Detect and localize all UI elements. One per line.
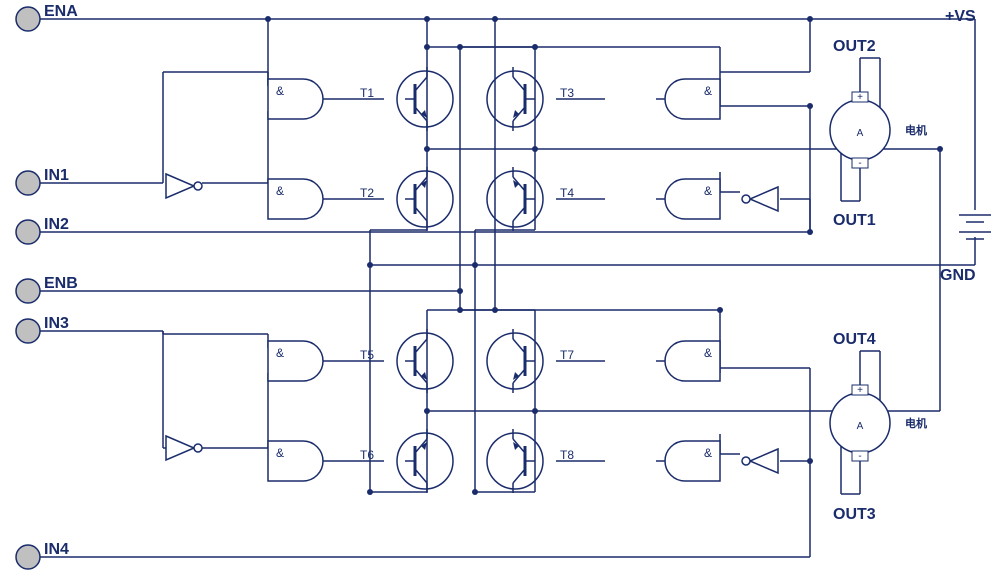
label-out1: OUT1 xyxy=(833,212,876,229)
label-in3: IN3 xyxy=(44,315,69,332)
svg-text:-: - xyxy=(858,451,861,462)
label-in1: IN1 xyxy=(44,167,69,184)
svg-text:T2: T2 xyxy=(360,186,374,200)
svg-text:&: & xyxy=(704,84,712,98)
svg-text:T3: T3 xyxy=(560,86,574,100)
svg-text:&: & xyxy=(704,446,712,460)
label-gnd: GND xyxy=(940,267,976,284)
label-out2: OUT2 xyxy=(833,38,876,55)
label-out4: OUT4 xyxy=(833,331,876,348)
svg-text:&: & xyxy=(276,184,284,198)
svg-text:+: + xyxy=(857,385,863,396)
svg-text:&: & xyxy=(276,84,284,98)
svg-text:T4: T4 xyxy=(560,186,574,200)
svg-text:T5: T5 xyxy=(360,348,374,362)
label-vs: +VS xyxy=(945,8,976,25)
svg-text:T6: T6 xyxy=(360,448,374,462)
label-enb: ENB xyxy=(44,275,78,292)
svg-text:&: & xyxy=(704,184,712,198)
svg-text:&: & xyxy=(276,346,284,360)
svg-text:电机: 电机 xyxy=(905,416,927,430)
svg-text:T8: T8 xyxy=(560,448,574,462)
svg-text:电机: 电机 xyxy=(905,123,927,137)
label-in2: IN2 xyxy=(44,216,69,233)
svg-text:&: & xyxy=(276,446,284,460)
svg-text:T1: T1 xyxy=(360,86,374,100)
svg-text:A: A xyxy=(857,128,864,139)
svg-text:T7: T7 xyxy=(560,348,574,362)
label-out3: OUT3 xyxy=(833,506,876,523)
svg-text:&: & xyxy=(704,346,712,360)
svg-text:A: A xyxy=(857,421,864,432)
label-in4: IN4 xyxy=(44,541,69,558)
svg-text:-: - xyxy=(858,158,861,169)
svg-text:+: + xyxy=(857,92,863,103)
label-ena: ENA xyxy=(44,3,78,20)
